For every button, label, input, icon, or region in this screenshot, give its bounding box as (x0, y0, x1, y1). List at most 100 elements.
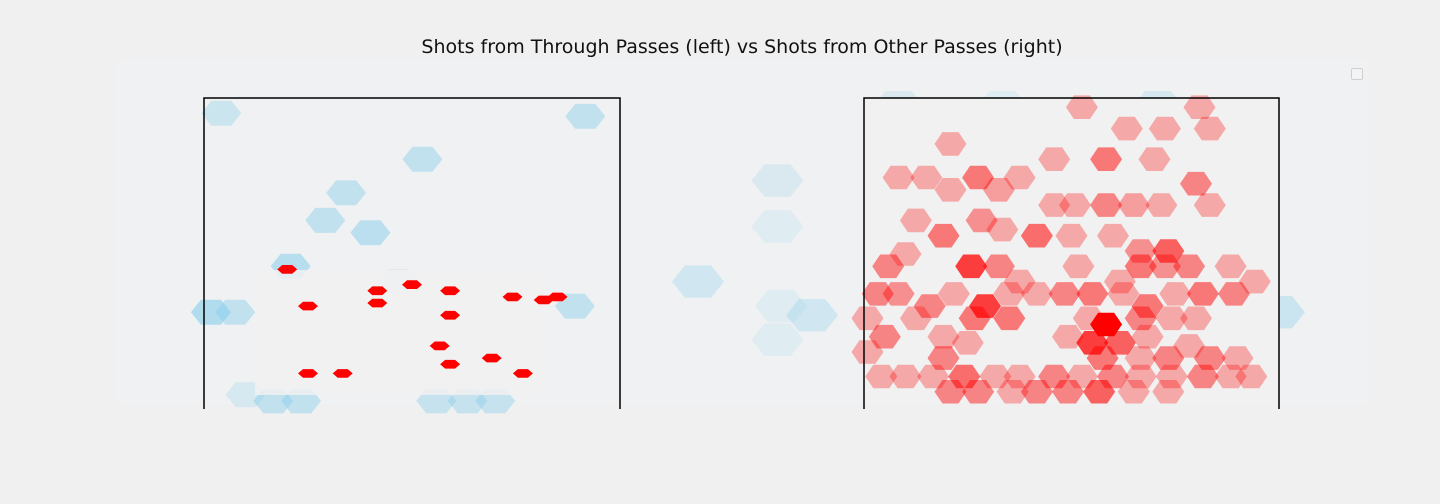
red-hex-cell (1152, 346, 1185, 370)
red-hex-cell (889, 242, 922, 266)
red-hex-cell (277, 265, 298, 274)
red-hex-cell (1152, 239, 1185, 263)
red-hex-cell (982, 178, 1015, 202)
blue-hex-cell (755, 289, 807, 323)
red-hex-cell (1173, 254, 1206, 279)
red-hex-cell (1117, 193, 1150, 217)
blue-hex-cell (215, 299, 256, 325)
red-hex-cell (1090, 312, 1123, 337)
red-hex-cell (889, 364, 922, 389)
red-hex-cell (1145, 193, 1178, 217)
red-hex-cell (1180, 171, 1212, 196)
blue-hex-cell (565, 103, 606, 129)
red-hex-cell (502, 292, 523, 302)
pitch-outline-right (863, 97, 1280, 409)
red-hex-cell (1124, 306, 1157, 331)
red-hex-cell (996, 380, 1029, 404)
red-hex-cell (1138, 147, 1171, 171)
blue-hex-cell (326, 180, 367, 206)
red-hex-cell (547, 292, 568, 302)
red-hex-cell (1103, 269, 1136, 294)
red-hex-cell (851, 306, 884, 331)
red-hex-cell (1183, 95, 1216, 119)
red-hex-cell (1062, 254, 1095, 279)
red-hex-cell (1065, 95, 1098, 119)
red-hex-cell (982, 254, 1015, 279)
red-hex-cell (1155, 306, 1188, 331)
red-hex-cell (955, 254, 988, 279)
red-hex-cell (1159, 282, 1192, 306)
red-hex-cell (872, 254, 905, 279)
red-hex-cell (1193, 193, 1226, 217)
red-hex-cell (1173, 334, 1206, 358)
red-hex-cell (1124, 346, 1157, 370)
red-hex-cell (367, 286, 388, 296)
red-hex-cell (882, 165, 915, 190)
red-hex-cell (1218, 282, 1250, 306)
red-hex-cell (402, 280, 422, 289)
blue-hex-cell (786, 299, 839, 332)
red-hex-cell (1086, 346, 1119, 370)
red-hex-cell (1124, 364, 1157, 389)
panel-other-passes (672, 60, 1368, 409)
red-hex-cell (1107, 282, 1140, 306)
red-hex-cell (1003, 165, 1036, 190)
red-hex-cell (910, 165, 943, 190)
red-hex-cell (1003, 364, 1036, 389)
red-hex-cell (1180, 306, 1212, 331)
red-hex-cell (927, 324, 960, 349)
red-hex-cell (865, 364, 898, 389)
red-hex-cell (993, 282, 1026, 306)
blue-hex-cell (201, 100, 242, 126)
red-hex-cell (1048, 282, 1081, 306)
red-hex-cell (1090, 193, 1123, 217)
blue-hex-cell (672, 265, 724, 298)
red-hex-cell (298, 301, 318, 311)
red-hex-cell (1155, 364, 1188, 389)
red-hex-cell (913, 294, 946, 318)
red-hex-cell (1186, 364, 1219, 389)
red-hex-cell (962, 165, 995, 190)
red-hex-cell (1003, 269, 1036, 294)
red-hex-cell (1238, 269, 1271, 294)
red-hex-cell (1186, 282, 1219, 306)
red-hex-cell (851, 340, 884, 364)
red-hex-cell (993, 306, 1026, 331)
panel-through-passes (114, 60, 684, 414)
red-hex-cell (429, 341, 450, 351)
red-hex-cell (927, 223, 960, 248)
red-hex-cell (1052, 324, 1084, 349)
red-hex-cell (1097, 223, 1129, 248)
blue-hex-cell (751, 164, 804, 197)
red-hex-cell (868, 324, 901, 349)
red-hex-cell (367, 298, 388, 308)
red-hex-cell (1059, 193, 1091, 217)
red-hex-cell (899, 306, 932, 331)
red-hex-cell (958, 306, 991, 331)
red-hex-cell (1020, 223, 1053, 248)
red-hex-cell (1020, 380, 1053, 404)
blue-hex-cell (751, 210, 804, 243)
red-hex-cell (332, 369, 353, 378)
red-hexbin-layer-right (851, 95, 1271, 404)
red-hex-cell (512, 369, 533, 378)
red-hex-cell (440, 359, 461, 369)
red-hex-cell (1038, 147, 1071, 171)
red-hex-cell (481, 353, 502, 363)
pitch-fill-left (255, 270, 550, 395)
red-hex-cell (1124, 254, 1157, 279)
red-hex-cell (1214, 364, 1247, 389)
red-hex-cell (1052, 380, 1084, 404)
red-hex-cell (965, 208, 998, 233)
red-hex-cell (899, 208, 932, 233)
red-hex-cell (934, 380, 967, 404)
pitch-fill-right (864, 98, 1279, 404)
red-hex-cell (882, 282, 915, 306)
red-hex-cell (948, 364, 981, 389)
red-hex-cell (440, 310, 461, 320)
red-hex-cell (934, 132, 967, 156)
blue-hex-cell (305, 207, 346, 233)
red-hex-cell (1110, 116, 1143, 141)
red-hex-cell (1131, 324, 1164, 349)
red-hex-cell (927, 346, 960, 370)
